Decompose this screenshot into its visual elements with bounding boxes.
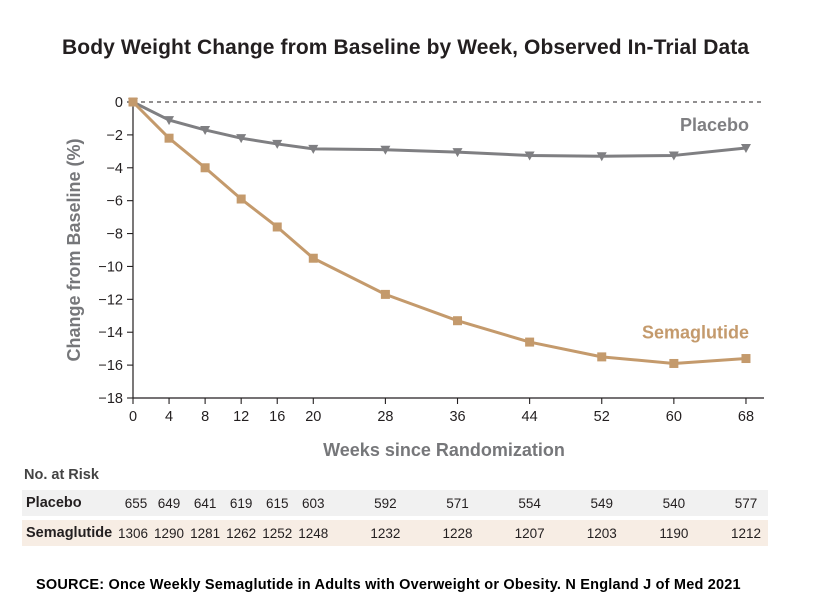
risk-cell: 1190 (659, 526, 689, 541)
risk-cell: 1232 (370, 526, 401, 541)
risk-table-header: No. at Risk (24, 467, 99, 483)
risk-cell: 549 (590, 496, 613, 511)
risk-cell: 577 (734, 496, 758, 511)
data-point-semaglutide (741, 354, 751, 364)
y-tick-label: −18 (98, 391, 123, 407)
y-tick-label: −10 (98, 259, 123, 275)
chart-axes: 0 −2 −4 −6 −8 −10 −12 −14 −16 −18 0 4 8 12 16 20 28 36 44 5… (98, 95, 764, 425)
risk-cell: 571 (446, 496, 469, 511)
risk-cell: 619 (229, 496, 253, 511)
risk-cell: 603 (302, 496, 325, 511)
data-point-semaglutide (164, 133, 174, 143)
risk-cell: 615 (265, 496, 289, 511)
y-tick-label: −16 (98, 358, 123, 374)
data-point-semaglutide (308, 253, 318, 263)
risk-cell: 641 (193, 496, 217, 511)
risk-cell: 1248 (298, 526, 329, 541)
data-point-semaglutide (128, 97, 138, 107)
data-point-semaglutide (669, 358, 679, 368)
x-tick-label: 44 (522, 409, 538, 425)
line-chart: 0 −2 −4 −6 −8 −10 −12 −14 −16 −18 0 4 8 12 16 20 28 36 44 5… (64, 95, 764, 460)
x-tick-label: 20 (305, 409, 321, 425)
data-point-placebo (596, 152, 607, 162)
x-tick-label: 8 (201, 409, 209, 425)
data-point-semaglutide (597, 352, 607, 362)
y-tick-label: −14 (98, 325, 123, 341)
risk-cell: 1262 (226, 526, 257, 541)
series-label-placebo: Placebo (680, 115, 749, 135)
source-citation: SOURCE: Once Weekly Semaglutide in Adult… (36, 577, 741, 593)
y-tick-label: −12 (98, 292, 123, 308)
data-point-placebo (200, 125, 211, 135)
x-tick-label: 60 (666, 409, 682, 425)
x-tick-label: 12 (233, 409, 249, 425)
data-point-semaglutide (272, 222, 282, 232)
y-tick-label: −2 (106, 128, 123, 144)
risk-cell: 1252 (262, 526, 293, 541)
data-point-placebo (668, 151, 679, 161)
data-point-semaglutide (380, 289, 390, 299)
risk-cell: 1281 (190, 526, 221, 541)
risk-cell: 540 (662, 496, 686, 511)
y-tick-label: −4 (106, 161, 123, 177)
risk-cell: 1306 (117, 526, 149, 541)
data-point-placebo (164, 116, 175, 126)
risk-row-label: Semaglutide (26, 525, 113, 541)
series-line-semaglutide (131, 100, 747, 365)
risk-row-label: Placebo (26, 495, 82, 511)
data-point-placebo (740, 144, 751, 154)
x-axis-label: Weeks since Randomization (323, 440, 565, 460)
x-tick-label: 52 (594, 409, 610, 425)
x-tick-label: 0 (129, 409, 137, 425)
data-point-placebo (308, 144, 319, 154)
risk-cell: 1228 (442, 526, 473, 541)
x-tick-label: 36 (449, 409, 465, 425)
data-point-semaglutide (525, 337, 535, 347)
risk-cell: 1290 (154, 526, 185, 541)
y-tick-label: −8 (106, 227, 123, 243)
data-point-placebo (272, 139, 283, 149)
x-tick-label: 68 (738, 409, 754, 425)
risk-row-semaglutide: Semaglutide 1306 1290 1281 1262 1252 1248 1232… (22, 520, 768, 546)
risk-cell: 649 (157, 496, 181, 511)
chart-series: Placebo Semaglutide (128, 97, 751, 368)
data-point-semaglutide (200, 163, 210, 173)
risk-cell: 592 (374, 496, 397, 511)
data-point-semaglutide (453, 316, 463, 326)
data-point-placebo (380, 145, 391, 155)
risk-cell: 655 (124, 496, 148, 511)
y-axis-label: Change from Baseline (%) (64, 138, 84, 361)
data-point-placebo (452, 148, 463, 158)
data-point-semaglutide (236, 194, 246, 204)
y-tick-label: 0 (115, 95, 123, 111)
data-point-placebo (236, 134, 247, 144)
x-tick-label: 28 (377, 409, 393, 425)
x-tick-label: 4 (165, 409, 173, 425)
data-point-placebo (524, 151, 535, 161)
risk-cell: 1203 (586, 526, 617, 541)
chart-title: Body Weight Change from Baseline by Week… (62, 36, 750, 59)
series-line-placebo (132, 100, 747, 158)
risk-row-placebo: Placebo 655 649 641 619 615 603 592 571 554 549 54… (22, 490, 768, 516)
risk-cell: 1212 (730, 526, 761, 541)
risk-cell: 1207 (514, 526, 545, 541)
x-tick-label: 16 (269, 409, 285, 425)
y-tick-label: −6 (106, 194, 123, 210)
series-label-semaglutide: Semaglutide (642, 323, 749, 343)
risk-cell: 554 (518, 496, 541, 511)
